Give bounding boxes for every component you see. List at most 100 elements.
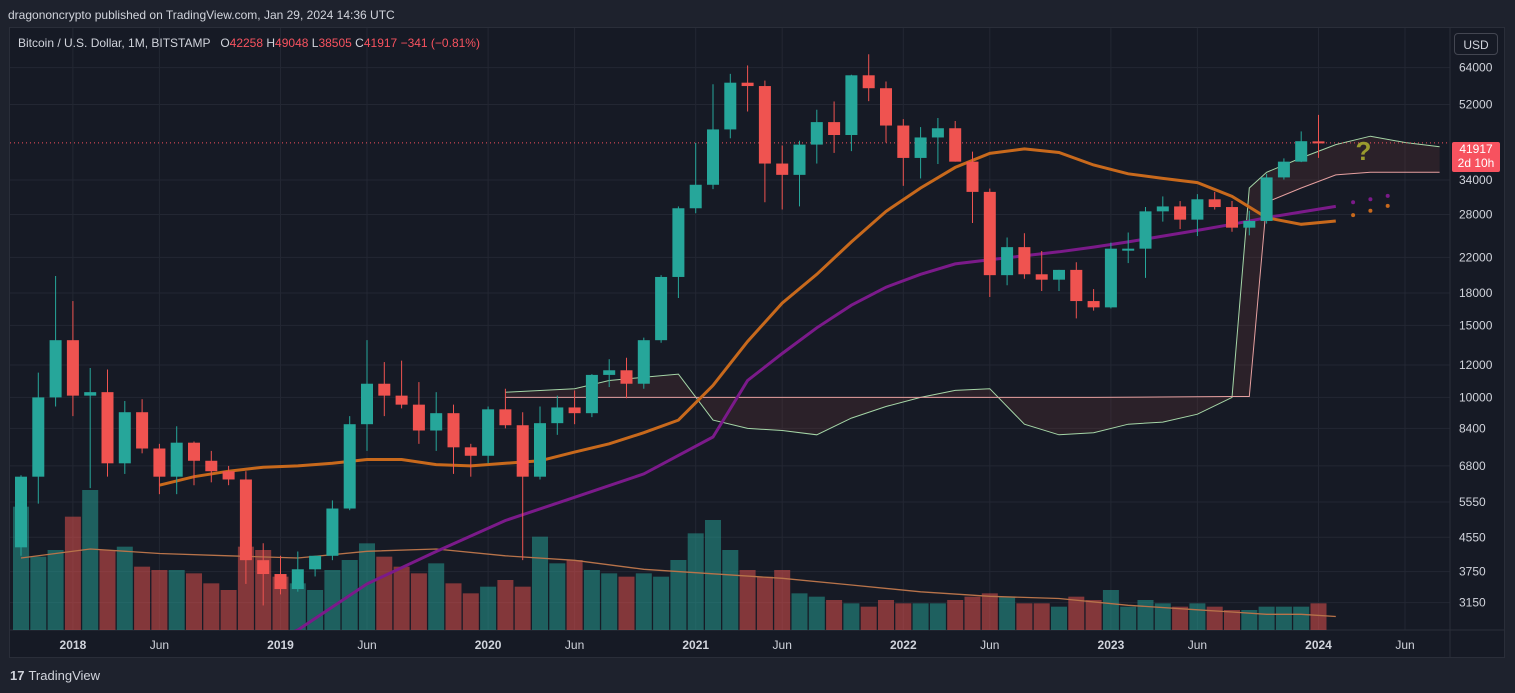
candle-body [585, 374, 598, 414]
volume-bar [532, 536, 548, 630]
volume-bar [116, 546, 133, 630]
x-tick-label: Jun [773, 638, 792, 652]
high-value: 49048 [275, 36, 309, 50]
volume-bar [1068, 596, 1085, 630]
ma-orange-line [159, 147, 1336, 487]
close-label: C [355, 36, 364, 50]
volume-bar [1206, 606, 1223, 630]
question-mark-annotation: ? [1356, 136, 1372, 166]
volume-bar [808, 596, 825, 630]
volume-bar [82, 490, 99, 630]
candle-body [464, 447, 477, 456]
x-tick-label: Jun [980, 638, 999, 652]
candle-body [361, 383, 373, 425]
ma-purple-line [293, 204, 1337, 630]
y-tick-label: 3150 [1459, 596, 1486, 610]
projection-dot [1385, 203, 1390, 208]
volume-bar [134, 566, 151, 630]
cloud-fill [505, 136, 1440, 435]
volume-bar [99, 550, 116, 630]
candle-body [897, 125, 910, 158]
currency-button[interactable]: USD [1454, 33, 1498, 55]
candle-body [689, 184, 702, 209]
candle-body [1243, 220, 1256, 228]
volume-bar [601, 573, 618, 630]
volume-bar [1241, 610, 1258, 630]
volume-bar [1310, 603, 1327, 630]
projection-dot [1368, 197, 1373, 202]
y-tick-label: 15000 [1459, 318, 1493, 332]
x-tick-label: 2022 [890, 638, 917, 652]
volume-bar [220, 590, 237, 630]
candle-body [1208, 199, 1221, 208]
candle-body [1053, 269, 1065, 280]
candle-body [118, 412, 131, 464]
candle-body [309, 555, 322, 570]
candle-body [1139, 211, 1152, 249]
change-value: −341 (−0.81%) [400, 36, 480, 50]
volume-bar [480, 586, 497, 630]
candle-body [136, 412, 149, 449]
volume-bar [774, 570, 791, 630]
volume-bar [168, 570, 185, 630]
volume-bar [912, 603, 929, 630]
volume-bar [497, 580, 514, 630]
candle-body [707, 129, 719, 185]
candle-body [1277, 161, 1290, 178]
y-tick-label: 5550 [1459, 495, 1486, 509]
volume-bar [64, 516, 81, 630]
candle-body [603, 370, 616, 375]
candle-body [1070, 269, 1083, 302]
volume-bar [47, 550, 64, 630]
candle-body [291, 569, 304, 590]
volume-bar [30, 556, 47, 630]
volume-bar [826, 600, 843, 630]
volume-bar [359, 543, 375, 630]
y-tick-label: 28000 [1459, 207, 1493, 221]
x-tick-label: 2018 [60, 638, 87, 652]
candle-body [931, 128, 944, 138]
footer-brand[interactable]: 17 TradingView [10, 668, 100, 683]
candle-body [1104, 248, 1117, 308]
volume-bar [1120, 606, 1137, 630]
volume-bar [653, 576, 670, 630]
volume-bar [739, 570, 756, 630]
volume-bar [878, 600, 894, 630]
candle-body [828, 122, 841, 136]
volume-bar [203, 583, 220, 630]
volume-bar [1275, 606, 1292, 630]
candle-body [153, 448, 166, 477]
candle-body [66, 340, 79, 396]
candle-body [1001, 247, 1014, 276]
symbol-legend: Bitcoin / U.S. Dollar, 1M, BITSTAMP O422… [18, 36, 480, 50]
y-tick-label: 3750 [1459, 565, 1486, 579]
x-tick-label: 2020 [475, 638, 502, 652]
x-tick-label: Jun [1188, 638, 1207, 652]
x-tick-label: 2021 [682, 638, 709, 652]
candle-body [983, 191, 996, 276]
countdown-value: 2d 10h [1457, 156, 1495, 170]
candle-body [49, 340, 62, 398]
candle-body [430, 413, 443, 431]
candle-body [1191, 199, 1204, 220]
candle-body [239, 479, 252, 561]
volume-bar [237, 546, 254, 630]
volume-bar [514, 586, 531, 630]
volume-bar [566, 560, 583, 630]
projection-dot [1351, 213, 1356, 218]
candle-body [776, 163, 789, 175]
high-label: H [266, 36, 276, 50]
low-label: L [311, 36, 319, 50]
symbol-name[interactable]: Bitcoin / U.S. Dollar, 1M, BITSTAMP [18, 36, 211, 50]
volume-bar [791, 593, 808, 630]
volume-bar [843, 603, 860, 630]
volume-bar [1154, 603, 1171, 630]
volume-bar [272, 576, 289, 630]
candle-body [101, 392, 114, 464]
candle-body [568, 407, 581, 414]
volume-bar [1016, 603, 1033, 630]
candle-body [15, 476, 27, 548]
candle-body [862, 75, 875, 89]
y-tick-label: 12000 [1459, 358, 1493, 372]
